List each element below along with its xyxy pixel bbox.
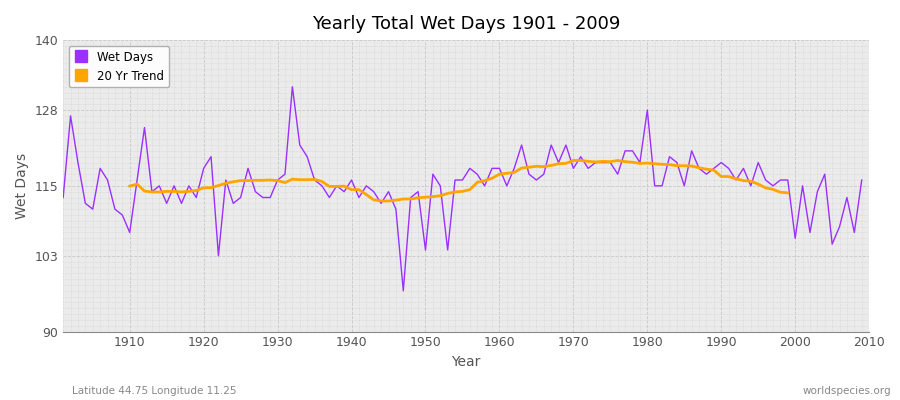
- 20 Yr Trend: [124, 184, 135, 188]
- 20 Yr Trend: [213, 183, 224, 188]
- X-axis label: Year: Year: [452, 355, 481, 369]
- Wet Days: [117, 212, 128, 217]
- Y-axis label: Wet Days: Wet Days: [15, 153, 29, 219]
- 20 Yr Trend: [782, 190, 793, 195]
- Wet Days: [287, 84, 298, 89]
- Wet Days: [598, 160, 608, 165]
- 20 Yr Trend: [324, 184, 335, 189]
- 20 Yr Trend: [687, 164, 698, 168]
- 20 Yr Trend: [375, 199, 386, 204]
- Wet Days: [280, 172, 291, 176]
- Title: Yearly Total Wet Days 1901 - 2009: Yearly Total Wet Days 1901 - 2009: [312, 15, 620, 33]
- Text: worldspecies.org: worldspecies.org: [803, 386, 891, 396]
- 20 Yr Trend: [568, 158, 579, 163]
- Wet Days: [501, 184, 512, 188]
- Wet Days: [398, 288, 409, 293]
- Legend: Wet Days, 20 Yr Trend: Wet Days, 20 Yr Trend: [69, 46, 169, 87]
- 20 Yr Trend: [701, 167, 712, 172]
- Text: Latitude 44.75 Longitude 11.25: Latitude 44.75 Longitude 11.25: [72, 386, 237, 396]
- Wet Days: [58, 195, 68, 200]
- Line: 20 Yr Trend: 20 Yr Trend: [130, 160, 788, 201]
- Wet Days: [508, 166, 519, 171]
- 20 Yr Trend: [598, 159, 608, 164]
- Wet Days: [331, 184, 342, 188]
- Wet Days: [856, 178, 867, 182]
- 20 Yr Trend: [768, 187, 778, 192]
- Line: Wet Days: Wet Days: [63, 87, 861, 291]
